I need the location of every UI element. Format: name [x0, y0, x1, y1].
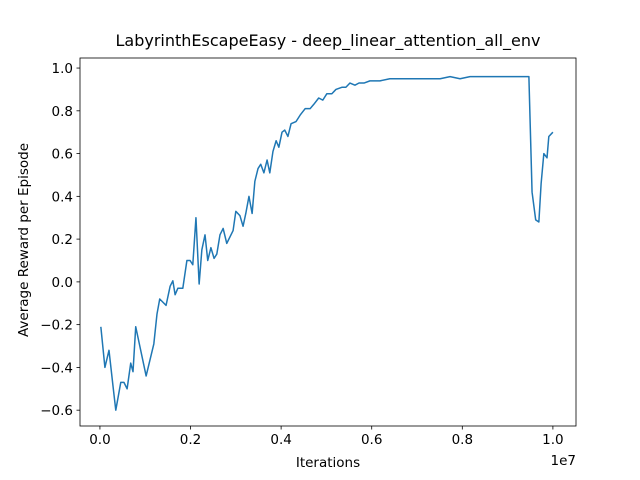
y-tick-label: −0.2 [40, 318, 73, 334]
y-tick-label: 0.8 [52, 104, 73, 120]
y-tick-label: −0.4 [40, 360, 73, 376]
y-tick-label: −0.6 [40, 403, 73, 419]
y-tick-label: 1.0 [52, 61, 73, 77]
x-tick-label: 0.4 [270, 432, 291, 448]
x-tick-label: 0.2 [180, 432, 201, 448]
y-tick-label: 0.2 [52, 232, 73, 248]
x-offset-label: 1e7 [551, 453, 576, 469]
x-tick-label: 0.6 [361, 432, 382, 448]
x-tick-label: 0.8 [452, 432, 473, 448]
x-tick-label: 0.0 [89, 432, 110, 448]
x-tick-label: 1.0 [542, 432, 563, 448]
y-tick-label: 0.4 [52, 189, 73, 205]
chart-title: LabyrinthEscapeEasy - deep_linear_attent… [115, 31, 540, 51]
x-axis-label: Iterations [296, 455, 360, 471]
data-line [100, 75, 554, 411]
y-tick-label: 0.0 [52, 275, 73, 291]
plot-frame [79, 57, 577, 427]
y-axis-label: Average Reward per Episode [16, 143, 32, 337]
y-tick-label: 0.6 [52, 147, 73, 163]
